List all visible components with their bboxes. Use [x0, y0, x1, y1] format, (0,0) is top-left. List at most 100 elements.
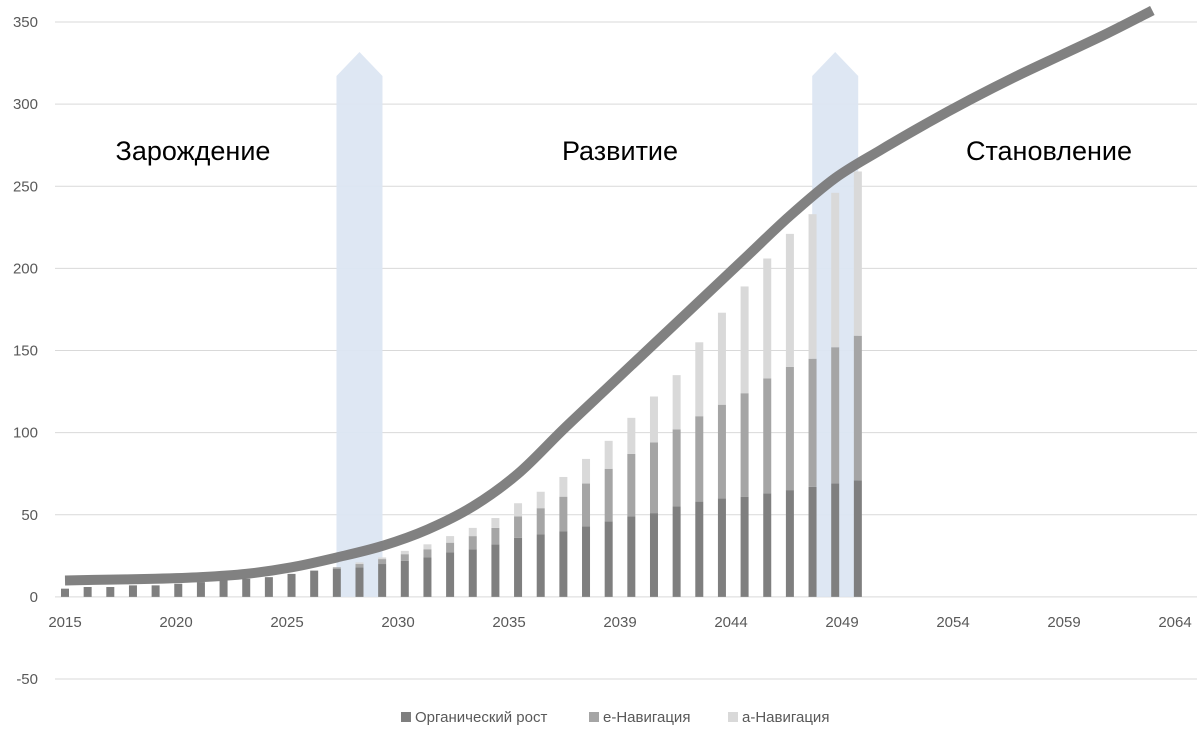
bar-segment — [717, 404, 726, 499]
bar-segment — [582, 458, 591, 484]
bar-segment — [627, 516, 636, 597]
bar-segment — [378, 557, 387, 560]
bar-segment — [151, 585, 160, 597]
gridlines — [55, 21, 1197, 680]
bar-segment — [831, 192, 840, 348]
y-tick-label: -50 — [16, 671, 38, 688]
bar-segment — [582, 526, 591, 597]
legend-swatch-organic — [401, 712, 411, 722]
bar-segment — [695, 501, 704, 597]
bar-segment — [740, 496, 749, 597]
bar-segment — [763, 258, 772, 379]
trend-curve — [64, 6, 1155, 586]
bar-segment — [831, 483, 840, 597]
legend-label-a-navigation: a-Навигация — [742, 709, 829, 726]
bar-segment — [785, 233, 794, 367]
bar-segment — [332, 567, 341, 569]
bar-segment — [604, 521, 613, 597]
bar-segment — [174, 583, 183, 597]
bar-segment — [695, 342, 704, 417]
bar-segment — [446, 552, 455, 597]
legend: Органический рост e-Навигация a-Навигаци… — [401, 709, 829, 726]
bar-segment — [808, 486, 817, 597]
bar-segment — [355, 567, 364, 597]
bar-segment — [559, 531, 568, 597]
bar-segment — [672, 375, 681, 430]
bar-segment — [740, 393, 749, 497]
bar-segment — [491, 527, 500, 545]
bar-segment — [378, 559, 387, 565]
y-tick-label: 200 — [13, 260, 38, 277]
bar-segment — [649, 513, 658, 597]
bar-segment — [672, 429, 681, 507]
bar-segment — [582, 483, 591, 527]
legend-label-organic: Органический рост — [415, 709, 547, 726]
bar-segment — [468, 527, 477, 537]
bar-segment — [378, 564, 387, 597]
x-tick-label: 2039 — [603, 614, 636, 631]
bar-segment — [763, 378, 772, 494]
bar-segment — [536, 508, 545, 535]
bar-segment — [355, 564, 364, 568]
x-tick-label: 2020 — [159, 614, 192, 631]
bar-segment — [264, 577, 273, 597]
x-tick-label: 2044 — [714, 614, 747, 631]
bar-segment — [649, 442, 658, 514]
bar-segment — [106, 587, 115, 597]
trend-curve-layer — [64, 6, 1155, 586]
bar-segment — [831, 347, 840, 484]
bar-segment — [536, 491, 545, 509]
bar-segment — [514, 516, 523, 538]
x-tick-label: 2059 — [1047, 614, 1080, 631]
bar-segment — [355, 562, 364, 565]
bar-segment — [627, 453, 636, 517]
bar-segment — [287, 573, 296, 597]
bar-segment — [853, 480, 862, 597]
y-tick-label: 300 — [13, 96, 38, 113]
bar-segment — [559, 476, 568, 497]
phase-label-origin: Зарождение — [116, 136, 271, 166]
phase-label-development: Развитие — [562, 136, 678, 166]
bar-segment — [514, 537, 523, 597]
bar-segment — [514, 503, 523, 517]
phase-label-establishment: Становление — [966, 136, 1132, 166]
x-tick-label: 2025 — [270, 614, 303, 631]
bar-segment — [717, 498, 726, 597]
bar-segment — [310, 570, 319, 597]
y-tick-label: 250 — [13, 178, 38, 195]
bar-segment — [808, 214, 817, 359]
bar-segment — [627, 417, 636, 454]
y-tick-labels: 350 300 250 200 150 100 50 0 -50 — [13, 14, 38, 688]
bar-segment — [717, 312, 726, 405]
bar-segment — [468, 549, 477, 597]
bar-segment — [695, 416, 704, 502]
legend-label-e-navigation: e-Навигация — [603, 709, 690, 726]
bar-segment — [196, 582, 205, 597]
x-tick-label: 2049 — [825, 614, 858, 631]
y-tick-label: 50 — [21, 507, 38, 524]
bars — [61, 171, 862, 597]
highlight-arrow — [336, 52, 383, 597]
x-tick-label: 2015 — [48, 614, 81, 631]
x-tick-label: 2064 — [1158, 614, 1191, 631]
bar-segment — [672, 506, 681, 597]
bar-segment — [400, 554, 409, 561]
bar-segment — [559, 496, 568, 532]
y-tick-label: 100 — [13, 425, 38, 442]
bar-segment — [740, 286, 749, 394]
legend-swatch-e-navigation — [589, 712, 599, 722]
bar-segment — [400, 550, 409, 555]
bar-segment — [446, 536, 455, 543]
bar-segment — [491, 518, 500, 528]
x-tick-labels: 2015 2020 2025 2030 2035 2039 2044 2049 2054 2059… — [48, 614, 1191, 631]
bar-segment — [242, 578, 251, 597]
bar-segment — [423, 544, 432, 550]
bar-segment — [400, 560, 409, 597]
bar-segment — [785, 366, 794, 491]
bar-segment — [423, 549, 432, 558]
bar-segment — [61, 588, 69, 597]
bar-segment — [604, 468, 613, 522]
y-tick-label: 0 — [30, 589, 38, 606]
